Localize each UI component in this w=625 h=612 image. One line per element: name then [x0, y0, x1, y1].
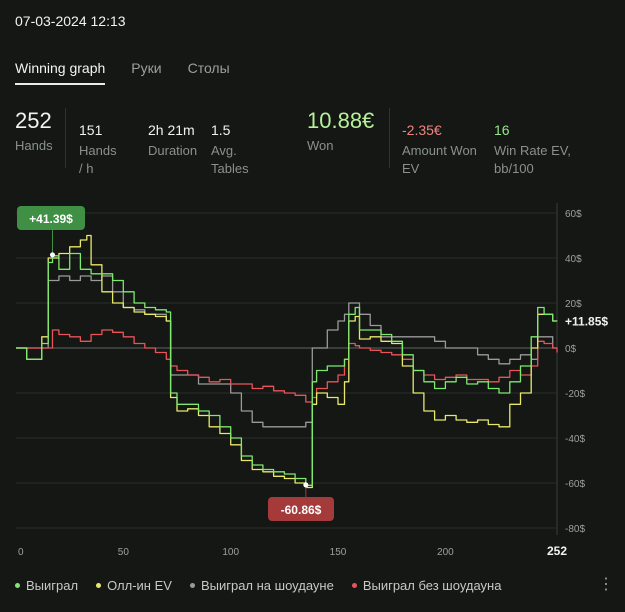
stat-win-rate-ev-value: 16 — [494, 122, 510, 138]
stat-win-rate-ev: 16 Win Rate EV, bb/100 — [494, 122, 576, 178]
legend-item-showdown[interactable]: Выиграл на шоудауне — [189, 578, 334, 593]
y-tick-label: 0$ — [565, 344, 577, 355]
legend-label: Выиграл без шоудауна — [362, 578, 502, 593]
legend-label: Выиграл — [26, 578, 79, 593]
legend-dot-icon — [96, 583, 102, 588]
chart-callouts: +41.39$ -60.86$ +11.85$ — [17, 206, 608, 521]
stat-amount-won-ev-label: Amount Won EV — [402, 143, 477, 176]
min-point-marker — [303, 482, 309, 488]
stat-win-rate-ev-label: Win Rate EV, bb/100 — [494, 143, 571, 176]
x-tick-label: 0 — [18, 547, 24, 558]
session-date: 07-03-2024 12:13 — [15, 13, 126, 29]
series-line-showdown — [16, 275, 557, 428]
stat-hands-per-hour: 151 Hands / h — [79, 122, 117, 178]
divider — [65, 108, 66, 168]
x-tick-label: 252 — [547, 544, 567, 558]
max-callout-label: +41.39$ — [29, 212, 73, 226]
x-tick-label: 200 — [437, 547, 454, 558]
chart-legend: Выиграл Олл-ин EV Выиграл на шоудауне Вы… — [15, 578, 501, 593]
y-tick-label: -60$ — [565, 479, 585, 490]
y-tick-label: -40$ — [565, 434, 585, 445]
stat-won: 10.88€ Won — [307, 108, 374, 155]
more-options-icon[interactable]: ⋮ — [598, 576, 614, 593]
y-axis: 60$ 40$ 20$ 0$ -20$ -40$ -60$ -80$ — [565, 209, 585, 535]
stat-amount-won-ev-value: -2.35€ — [402, 122, 442, 138]
x-tick-label: 50 — [118, 547, 130, 558]
x-axis: 0 50 100 150 200 252 — [18, 544, 567, 558]
tab-winning-graph[interactable]: Winning graph — [15, 60, 106, 85]
stat-won-value: 10.88€ — [307, 108, 375, 133]
stat-hands-per-hour-label: Hands / h — [79, 143, 117, 176]
tab-bar: Winning graph Руки Столы — [15, 60, 230, 85]
chart-series — [16, 234, 558, 489]
stat-won-label: Won — [307, 138, 334, 153]
legend-dot-icon — [189, 583, 195, 588]
end-value-label: +11.85$ — [565, 314, 608, 328]
legend-label: Олл-ин EV — [107, 578, 172, 593]
y-tick-label: 20$ — [565, 299, 582, 310]
legend-item-won[interactable]: Выиграл — [15, 578, 78, 593]
stat-duration-label: Duration — [148, 143, 198, 158]
y-tick-label: -20$ — [565, 389, 585, 400]
legend-dot-icon — [351, 583, 357, 588]
stat-avg-tables-label: Avg. Tables — [211, 143, 249, 176]
stat-avg-tables: 1.5 Avg. Tables — [211, 122, 249, 178]
stat-duration-value: 2h 21m — [148, 122, 195, 138]
series-line-won — [16, 252, 558, 486]
y-tick-label: -80$ — [565, 524, 585, 535]
min-callout-label: -60.86$ — [281, 503, 322, 517]
stat-hands-per-hour-value: 151 — [79, 122, 103, 138]
y-tick-label: 60$ — [565, 209, 582, 220]
chart-grid — [16, 203, 558, 535]
stat-hands-value: 252 — [15, 108, 52, 133]
min-callout-badge — [268, 497, 334, 521]
stat-duration: 2h 21m Duration — [148, 122, 197, 160]
stat-amount-won-ev: -2.35€ Amount Won EV — [402, 122, 490, 178]
tab-hands[interactable]: Руки — [131, 60, 162, 76]
max-point-marker — [49, 252, 55, 258]
divider — [389, 108, 390, 168]
legend-item-non-showdown[interactable]: Выиграл без шоудауна — [351, 578, 502, 593]
x-tick-label: 100 — [222, 547, 239, 558]
series-line-non-showdown — [16, 329, 558, 403]
legend-label: Выиграл на шоудауне — [200, 578, 334, 593]
stat-hands-label: Hands — [15, 138, 53, 153]
max-callout-badge — [17, 206, 85, 230]
y-tick-label: 40$ — [565, 254, 582, 265]
winning-graph-chart[interactable]: 60$ 40$ 20$ 0$ -20$ -40$ -60$ -80$ 0 50 100 150 200… — [0, 195, 625, 570]
legend-dot-icon — [15, 583, 20, 588]
stat-avg-tables-value: 1.5 — [211, 122, 231, 138]
stat-hands: 252 Hands — [15, 108, 53, 155]
tab-tables[interactable]: Столы — [187, 60, 230, 76]
legend-item-allin-ev[interactable]: Олл-ин EV — [96, 578, 172, 593]
x-tick-label: 150 — [330, 547, 347, 558]
